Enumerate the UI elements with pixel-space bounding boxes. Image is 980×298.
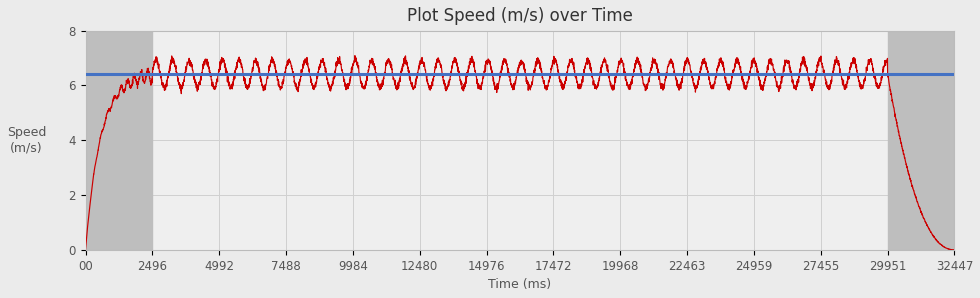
Bar	[888, 31, 955, 250]
X-axis label: Time (ms): Time (ms)	[488, 278, 552, 291]
Title: Plot Speed (m/s) over Time: Plot Speed (m/s) over Time	[407, 7, 633, 25]
Y-axis label: Speed
(m/s): Speed (m/s)	[7, 126, 46, 154]
Bar	[85, 31, 152, 250]
